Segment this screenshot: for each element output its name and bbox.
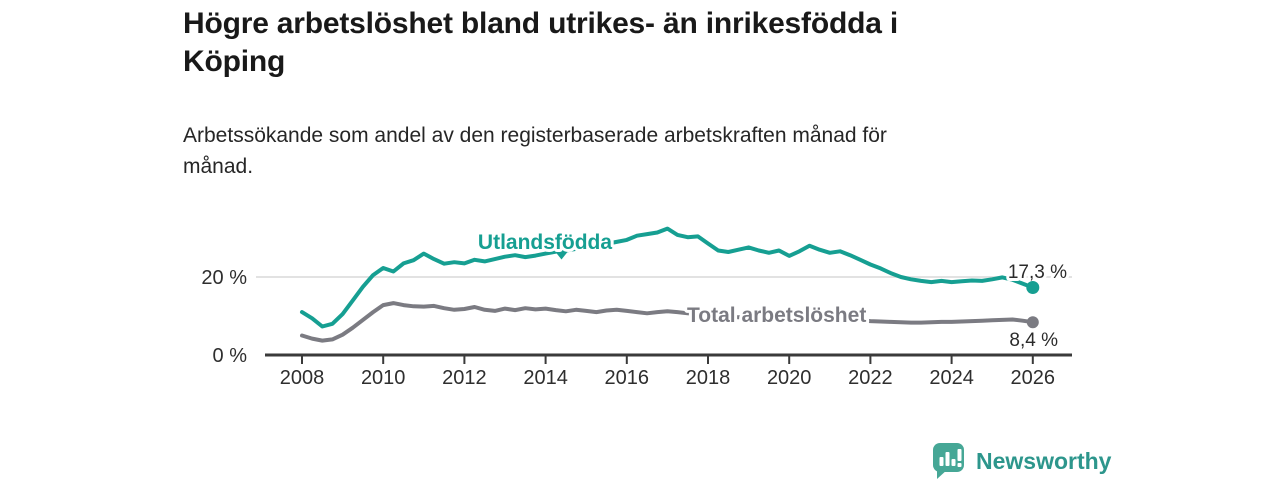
series-label-total: Total arbetslöshet (687, 304, 866, 327)
y-tick-label: 0 % (213, 345, 248, 367)
title-line-1: Högre arbetslöshet bland utrikes- än inr… (183, 7, 898, 40)
newsworthy-brand: Newsworthy (930, 442, 1111, 480)
subtitle-line-2: månad. (183, 155, 254, 178)
x-tick-label: 2008 (280, 367, 325, 389)
end-dot-total (1026, 316, 1039, 329)
end-value-label-total: 8,4 % (1009, 330, 1058, 351)
x-tick-label: 2020 (767, 367, 812, 389)
title-line-2: Köping (183, 45, 286, 78)
page-title: Högre arbetslöshet bland utrikes- än inr… (183, 5, 898, 81)
y-tick-label: 20 % (201, 267, 247, 289)
series-label-utlandsfodda: Utlandsfödda (478, 231, 612, 254)
series-line-total (300, 301, 1035, 343)
chart-subtitle: Arbetssökande som andel av den registerb… (183, 120, 887, 182)
x-tick-label: 2010 (361, 367, 406, 389)
x-tick-label: 2024 (929, 367, 974, 389)
x-tick-label: 2026 (1011, 367, 1056, 389)
x-tick-label: 2018 (686, 367, 731, 389)
newsworthy-logo-icon (933, 443, 964, 479)
series-line-utlandsfodda (300, 226, 1035, 329)
end-dot-utlandsfodda (1026, 281, 1040, 295)
x-tick-label: 2016 (605, 367, 650, 389)
x-tick-label: 2012 (442, 367, 487, 389)
brand-wordmark: Newsworthy (976, 448, 1112, 474)
end-value-label-utlandsfodda: 17,3 % (1008, 262, 1067, 283)
subtitle-line-1: Arbetssökande som andel av den registerb… (183, 124, 887, 147)
x-tick-label: 2022 (848, 367, 893, 389)
x-tick-label: 2014 (523, 367, 568, 389)
series-label-arrow-icon (555, 252, 568, 260)
